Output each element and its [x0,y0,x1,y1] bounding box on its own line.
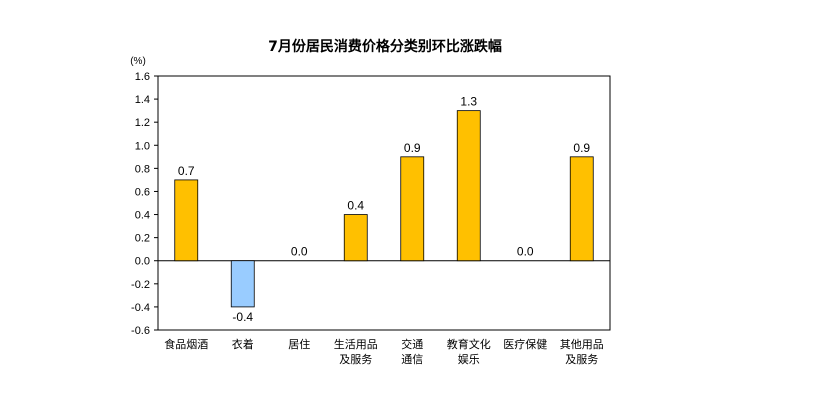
bar-value-label: 0.0 [517,245,534,259]
x-tick-label: 食品烟酒 [164,337,208,351]
bar [343,214,368,262]
bars [174,110,594,308]
y-axis: 1.6 1.4 1.2 1.0 0.8 0.6 0.4 0.2 0.0 -0.2 -0.4 -0.6 [131,71,158,337]
plot-area [157,75,611,331]
x-tick-label: 医疗保健 [503,337,547,351]
y-tick-label: 0.4 [135,210,150,222]
x-tick-label: 其他用品 [560,338,604,351]
y-tick-label: 0.0 [135,256,150,268]
bar-value-label: -0.4 [232,310,253,324]
x-tick-label: 通信 [401,353,423,366]
y-tick-label: 0.8 [135,163,150,175]
bar-value-label: 0.7 [178,164,195,178]
x-tick-label: 交通 [401,337,423,351]
x-tick-label: 教育文化 [447,337,491,351]
y-tick-label: 0.6 [135,186,150,198]
bar-value-label: 0.0 [291,245,308,259]
y-tick-label: -0.2 [131,279,150,291]
x-tick-label: 衣着 [232,337,254,351]
x-tick-label: 生活用品 [334,337,378,351]
bar [174,179,199,262]
y-tick-label: -0.6 [131,325,150,337]
bar-value-label: 1.3 [460,95,477,109]
y-tick-label: 1.6 [135,71,150,83]
x-tick-label: 娱乐 [458,352,480,366]
bar-value-label: 0.4 [347,199,364,213]
y-tick-label: 0.2 [135,233,150,245]
bar [230,260,255,308]
chart-title: 7月份居民消费价格分类别环比涨跌幅 [268,38,502,55]
y-tick-label: 1.4 [135,94,150,106]
y-axis-unit-label: (%) [130,56,146,67]
plot-border [157,75,611,331]
x-tick-label: 及服务 [565,353,598,366]
x-tick-label: 及服务 [339,353,372,366]
y-tick-label: 1.2 [135,117,150,129]
bar [456,110,481,262]
x-tick-label: 居住 [288,337,310,351]
bar-value-label: 0.9 [573,141,590,155]
y-tick-label: 1.0 [135,140,150,152]
bar [400,156,425,262]
y-tick-label: -0.4 [131,302,150,314]
bar [569,156,594,262]
bar-value-label: 0.9 [404,141,421,155]
value-labels: 0.7 -0.4 0.0 0.4 0.9 1.3 0.0 0.9 [178,95,591,324]
